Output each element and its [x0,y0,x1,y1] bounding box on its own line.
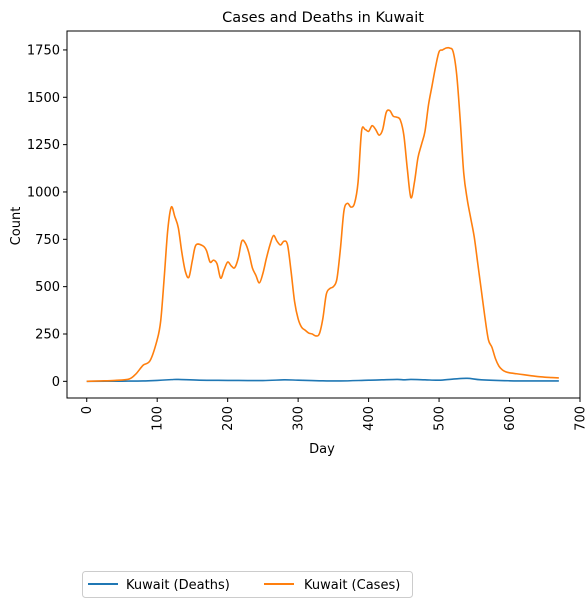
legend: Kuwait (Deaths) Kuwait (Cases) [82,571,413,598]
plot-frame [66,30,581,399]
y-axis-label: Count [9,207,24,246]
y-tick-label: 1500 [27,91,60,106]
y-tick-label: 1250 [27,138,60,153]
x-tick-label: 400 [362,406,377,431]
y-tick-label: 1750 [27,43,60,58]
series-line-kuwait-deaths [86,377,559,383]
series-line-kuwait-cases [86,46,559,383]
x-tick-label: 0 [80,406,95,414]
y-axis: 0 250 500 750 1000 1250 1500 1750 [27,43,67,390]
x-tick-label: 300 [292,406,307,431]
chart-title: Cases and Deaths in Kuwait [222,10,424,26]
x-tick-label: 200 [221,406,236,431]
x-tick-label: 600 [503,406,518,431]
x-axis-label: Day [309,442,335,457]
legend-box [82,571,413,598]
y-tick-label: 250 [35,327,60,342]
x-tick-label: 500 [433,406,448,431]
plot-lines [86,46,559,383]
plot-border [66,30,581,399]
y-tick-label: 0 [52,375,60,390]
legend-label: Kuwait (Cases) [304,578,400,593]
x-tick-label: 700 [574,406,586,431]
x-axis: 0 100 200 300 400 500 600 700 [80,398,586,431]
y-tick-label: 750 [35,233,60,248]
y-tick-label: 1000 [27,185,60,200]
y-tick-label: 500 [35,280,60,295]
x-tick-label: 100 [151,406,166,431]
legend-label: Kuwait (Deaths) [126,578,230,593]
